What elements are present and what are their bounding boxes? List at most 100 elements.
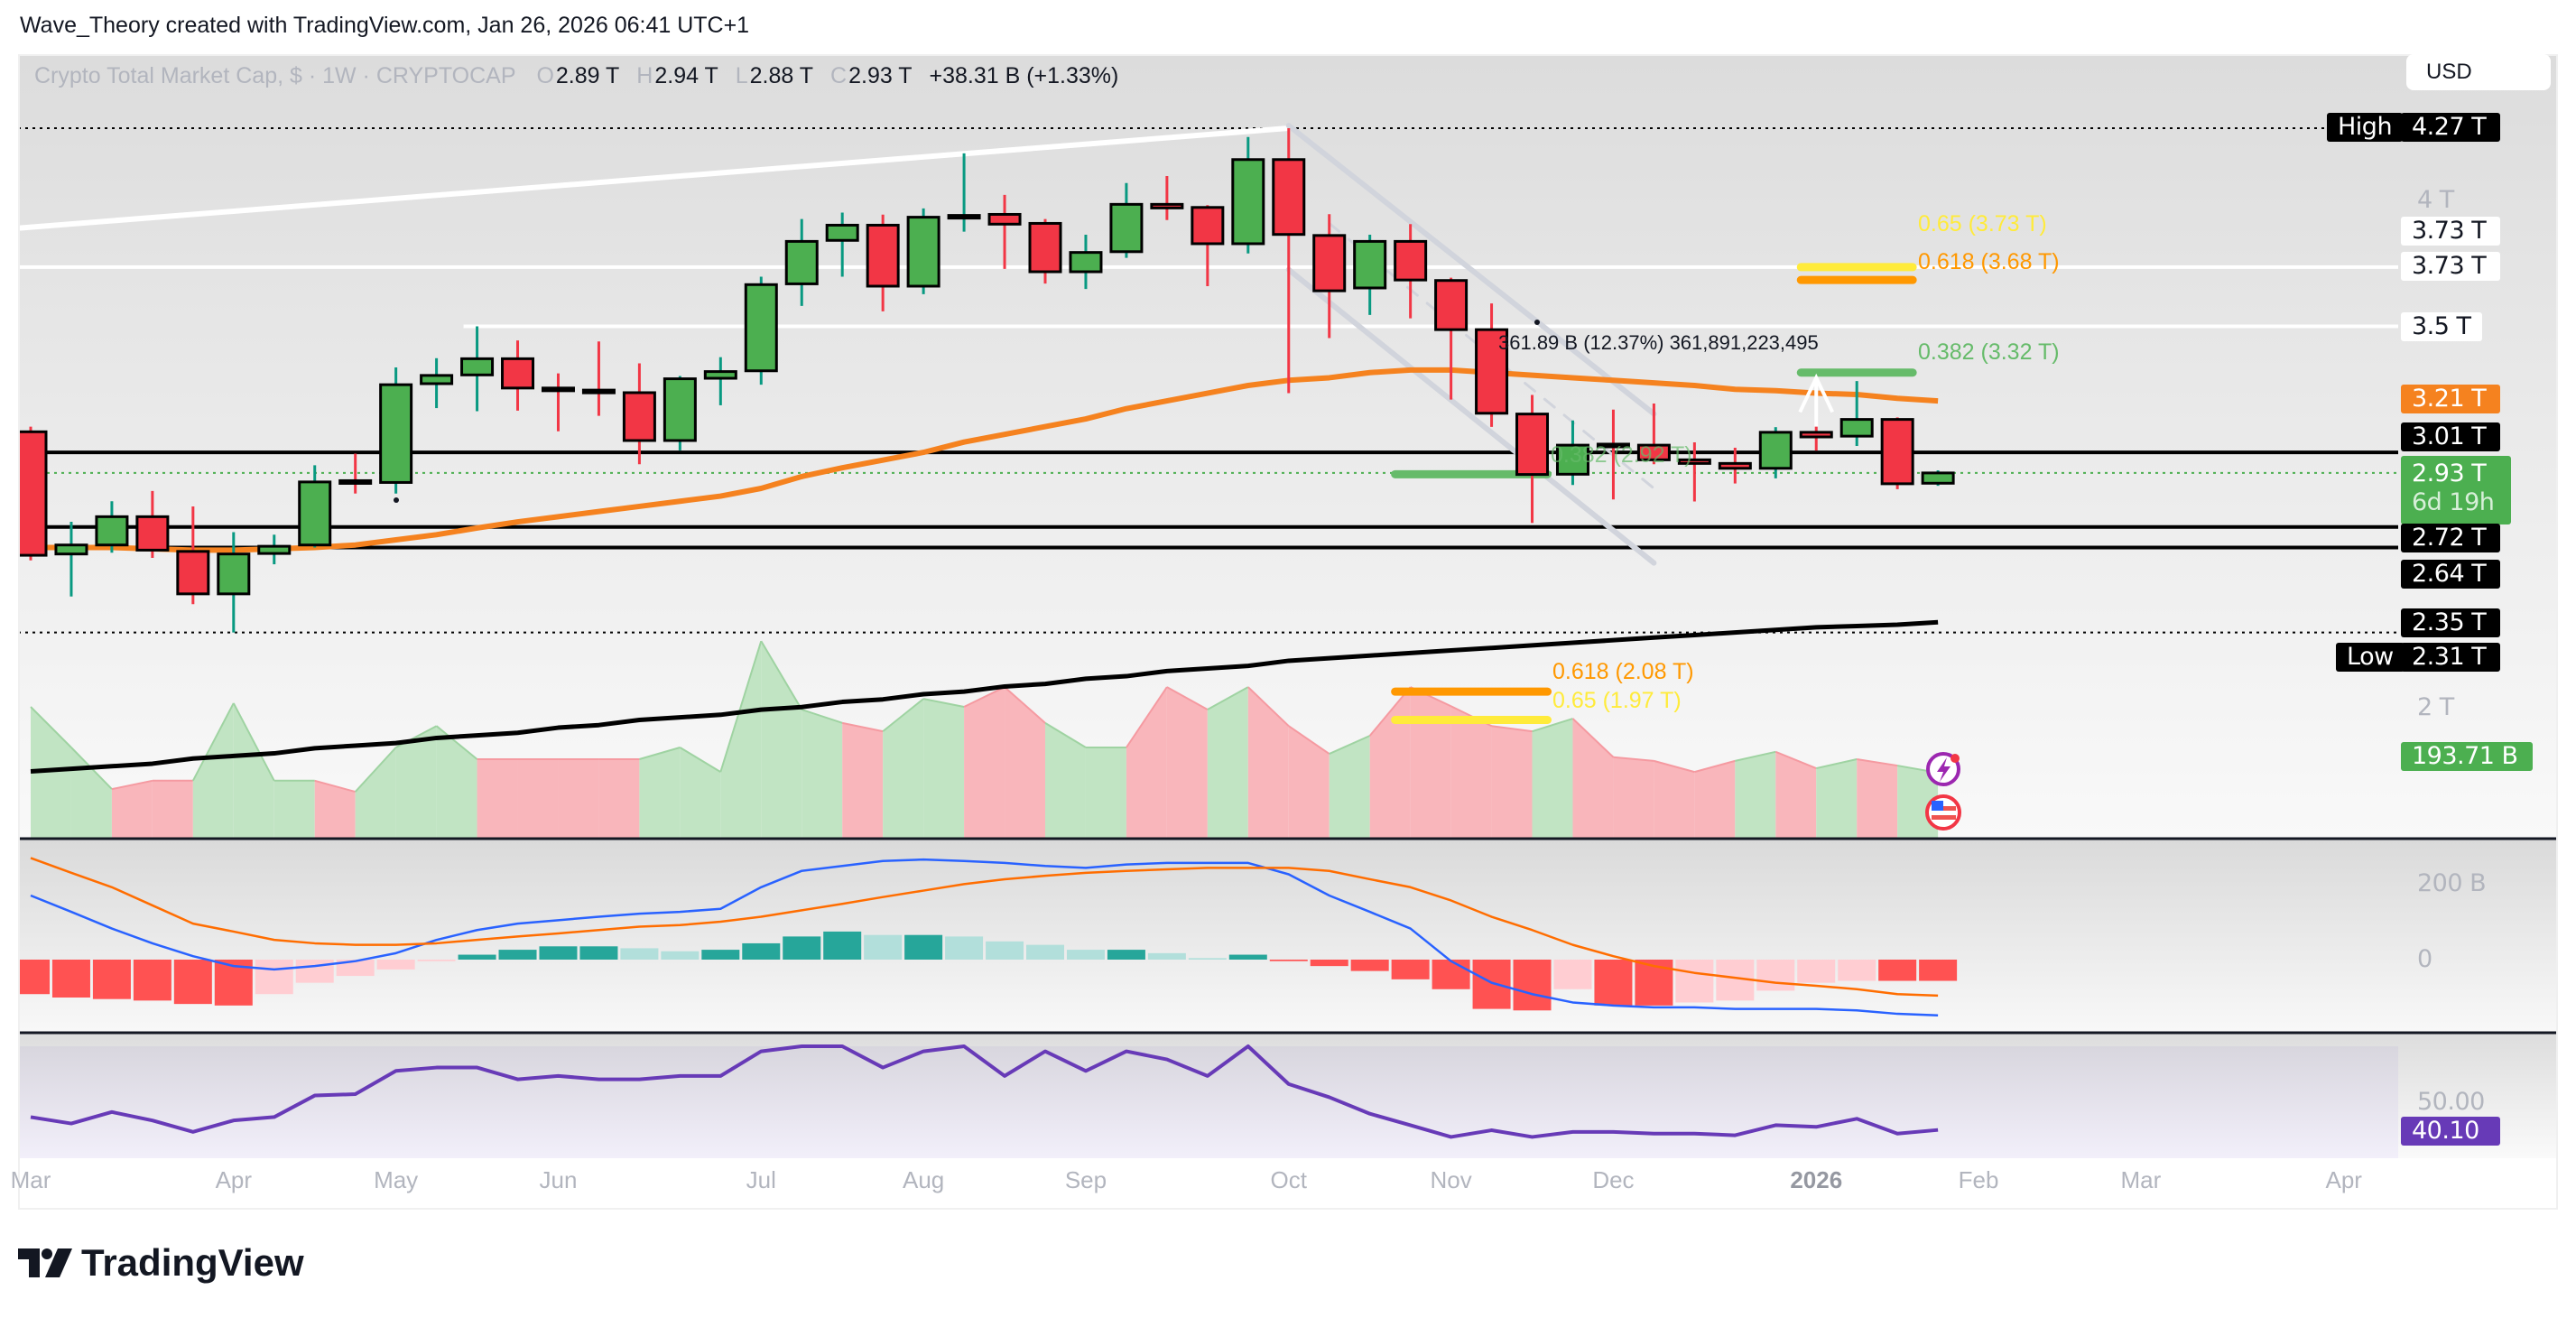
volume-area-segment (355, 747, 396, 838)
time-axis-label: Oct (1270, 1166, 1307, 1193)
candle-body (1596, 442, 1630, 449)
candle-body (1150, 202, 1184, 209)
macd-histogram-bar (1838, 960, 1876, 981)
fib-label-065-top[interactable]: 0.65 (3.73 T) (1918, 211, 2047, 237)
volume-area-edge (1044, 722, 1087, 748)
macd-histogram-bar (1066, 950, 1105, 960)
macd-tick-0: 0 (2417, 945, 2432, 973)
volume-area-segment (233, 702, 274, 838)
volume-area-segment (1085, 747, 1126, 838)
volume-area-edge (30, 706, 72, 748)
volume-area-segment (1166, 687, 1208, 838)
volume-area-segment (1247, 687, 1289, 838)
candle-body (581, 388, 616, 394)
volume-area-edge (232, 702, 275, 782)
macd-histogram-bar (945, 936, 984, 960)
macd-histogram-bar (1147, 952, 1186, 960)
candle-body (1434, 279, 1469, 331)
macd-histogram-bar (173, 960, 212, 1005)
low-value: 2.88 T (749, 63, 814, 88)
candle-body (379, 383, 413, 484)
symbol-legend[interactable]: Crypto Total Market Cap, $ · 1W · CRYPTO… (34, 63, 1129, 89)
macd-histogram-bar (1553, 960, 1592, 989)
volume-area-edge (354, 747, 397, 793)
fib-label-0618-bottom[interactable]: 0.618 (2.08 T) (1552, 659, 1694, 684)
volume-area-segment (1857, 759, 1898, 838)
volume-area-edge (435, 725, 478, 760)
rsi-line (30, 1044, 1939, 1139)
macd-histogram-bar (701, 950, 740, 960)
macd-histogram-bar (1269, 960, 1308, 961)
volume-area-edge (1571, 718, 1615, 758)
macd-histogram-bar (1797, 960, 1836, 983)
volume-area-segment (1045, 722, 1086, 838)
low-price-label: 2.31 T (2401, 643, 2500, 672)
volume-area-edge (719, 640, 763, 773)
volume-area-segment (802, 709, 843, 838)
macd-histogram-bar (661, 951, 700, 960)
anchor-dot (1534, 320, 1540, 325)
time-axis-label: Apr (2325, 1166, 2362, 1193)
fib-label-0618-top[interactable]: 0.618 (3.68 T) (1918, 249, 2060, 274)
volume-area-edge (314, 779, 356, 794)
high-value: 2.94 T (654, 63, 718, 88)
currency-button[interactable]: USD (2406, 54, 2551, 90)
volume-area-segment (1005, 687, 1045, 838)
fib-label-065-bottom[interactable]: 0.65 (1.97 T) (1552, 688, 1682, 713)
macd-histogram-bar (1391, 960, 1430, 979)
volume-area-edge (1654, 759, 1695, 774)
price-range-measure[interactable]: 361.89 B (12.37%) 361,891,223,495 (1498, 331, 1819, 354)
volume-area-edge (1166, 686, 1209, 710)
fib-label-0382-top[interactable]: 0.382 (3.32 T) (1918, 339, 2060, 365)
volume-area-segment (152, 780, 193, 838)
events-icon[interactable] (1926, 752, 1960, 786)
tradingview-logo[interactable]: TradingView (18, 1241, 304, 1285)
candle-body (460, 357, 495, 376)
chart-frame (18, 54, 2558, 1210)
candle-body (501, 357, 535, 390)
candle-body (784, 239, 819, 285)
macd-histogram-bar (92, 960, 131, 999)
candle-body (1272, 158, 1306, 237)
candle-body (257, 544, 292, 555)
volume-area-edge (1207, 686, 1249, 710)
volume-area-segment (1329, 735, 1370, 838)
candle-body (622, 391, 656, 442)
us-flag-icon[interactable] (1925, 794, 1961, 831)
time-axis-label: Aug (902, 1166, 945, 1193)
macd-pane[interactable] (18, 840, 2558, 1032)
price-plot (18, 123, 2398, 838)
volume-area-edge (639, 747, 681, 760)
candle-body (744, 283, 778, 373)
volume-area-segment (436, 726, 477, 838)
volume-area-edge (1694, 759, 1736, 774)
candle-body (1312, 234, 1347, 292)
candle-body (825, 223, 859, 242)
macd-histogram-bar (18, 960, 50, 995)
candle-body (1475, 328, 1509, 415)
time-axis-label: Dec (1592, 1166, 1635, 1193)
candle-body (1555, 443, 1589, 476)
volume-area-edge (679, 747, 721, 773)
macd-histogram-bar (904, 934, 943, 960)
macd-histogram-bar (1919, 960, 1958, 981)
macd-histogram-bar (376, 960, 415, 970)
candle-body (1921, 471, 1955, 485)
time-axis[interactable] (18, 1158, 2558, 1210)
macd-histogram-bar (336, 960, 375, 977)
candle-body (1636, 443, 1671, 461)
volume-area-edge (1774, 750, 1817, 769)
high-key: H (636, 63, 653, 88)
volume-area-edge (1735, 750, 1776, 762)
macd-plot (18, 857, 1958, 1016)
macd-histogram-bar (864, 934, 903, 960)
open-value: 2.89 T (555, 63, 620, 88)
macd-histogram-bar (458, 954, 496, 960)
channel-lower (1285, 266, 1657, 566)
fib-label-0382-mid[interactable]: 0.382 (2.92 T) (1551, 442, 1692, 468)
volume-area-segment (639, 747, 681, 838)
candle-body (135, 515, 170, 552)
ma50-label: 3.21 T (2401, 385, 2500, 413)
volume-area-segment (1613, 756, 1654, 838)
